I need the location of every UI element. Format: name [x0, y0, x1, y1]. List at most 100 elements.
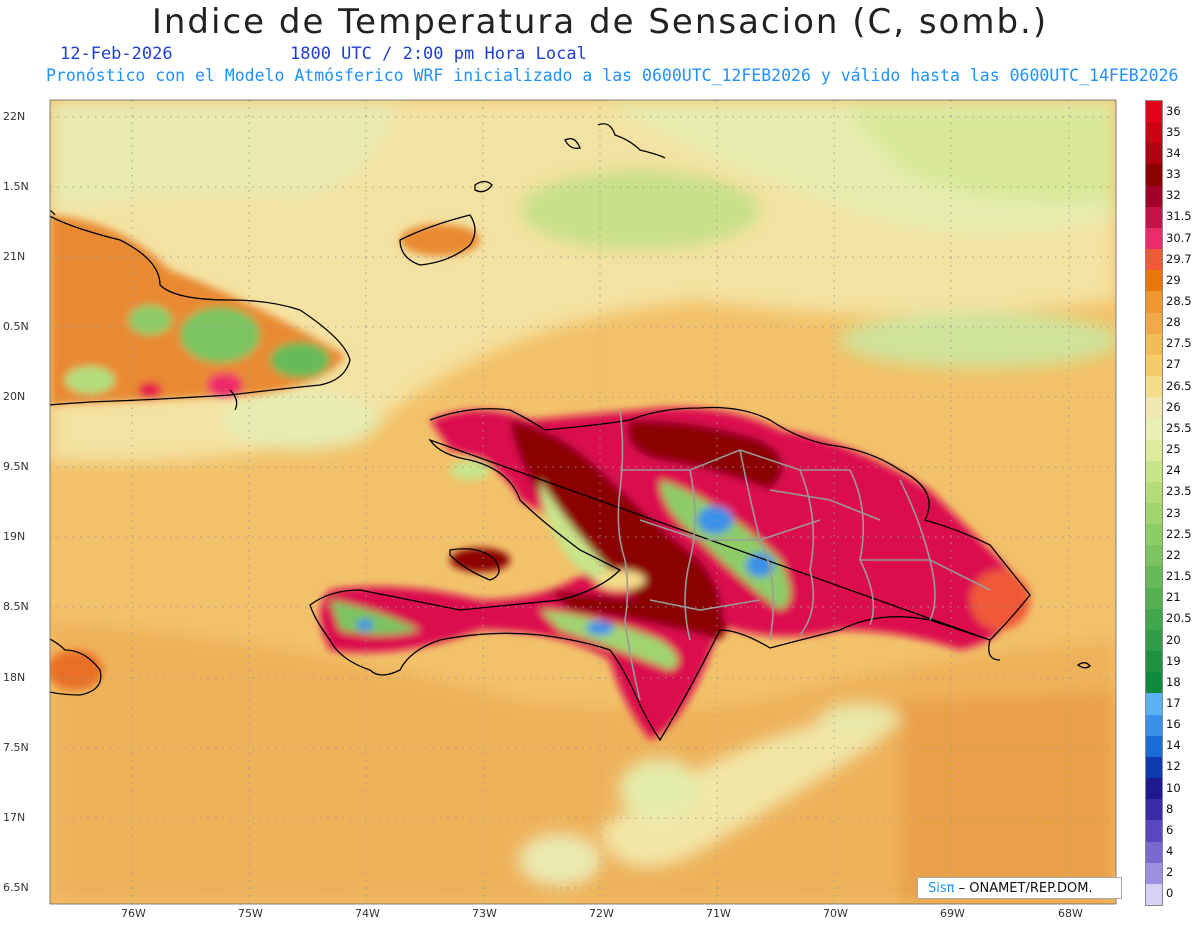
colorbar-swatch: [1146, 756, 1162, 779]
lat-label: 9.5N: [3, 460, 29, 473]
colorbar-label: 36: [1166, 103, 1181, 118]
colorbar-swatch: [1146, 799, 1162, 821]
colorbar-label: 0: [1166, 886, 1174, 901]
colorbar-swatch: [1146, 418, 1162, 441]
colorbar-swatch: [1146, 481, 1162, 504]
lon-label: 71W: [706, 907, 731, 920]
colorbar-label: 26: [1166, 399, 1181, 414]
colorbar-swatch: [1146, 629, 1162, 652]
colorbar-swatch: [1146, 735, 1162, 758]
credit-brand: Sisπ: [928, 881, 955, 896]
colorbar-swatch: [1146, 185, 1162, 208]
colorbar-label: 2: [1166, 865, 1174, 880]
colorbar-swatch: [1146, 376, 1162, 398]
colorbar-swatch: [1146, 778, 1162, 800]
colorbar-label: 4: [1166, 844, 1174, 859]
lon-label: 75W: [238, 907, 263, 920]
lat-label: 20N: [3, 390, 26, 403]
colorbar-label: 22.5: [1166, 526, 1192, 541]
lon-label: 70W: [823, 907, 848, 920]
colorbar-label: 6: [1166, 822, 1174, 837]
colorbar-swatch: [1146, 714, 1162, 737]
colorbar-swatch: [1146, 333, 1162, 356]
lat-label: 0.5N: [3, 320, 29, 333]
colorbar-label: 33: [1166, 167, 1181, 182]
colorbar-label: 25.5: [1166, 420, 1192, 435]
colorbar-swatch: [1146, 439, 1162, 462]
colorbar-swatch: [1146, 651, 1162, 673]
lat-label: 19N: [3, 530, 26, 543]
colorbar-label: 28.5: [1166, 294, 1192, 308]
colorbar-label: 18: [1166, 674, 1181, 689]
colorbar-swatch: [1146, 249, 1162, 271]
colorbar-label: 22: [1166, 547, 1181, 562]
colorbar-swatch: [1146, 270, 1162, 292]
colorbar-label: 19: [1166, 653, 1181, 668]
colorbar-label: 30.7: [1166, 230, 1192, 245]
lat-label: 6.5N: [3, 881, 29, 894]
colorbar-swatch: [1146, 397, 1162, 419]
colorbar-swatch: [1146, 206, 1162, 229]
colorbar-swatch: [1146, 883, 1162, 906]
colorbar-label: 25: [1166, 442, 1181, 457]
colorbar-swatch: [1146, 227, 1162, 250]
colorbar-swatch: [1146, 524, 1162, 546]
lon-label: 68W: [1058, 907, 1083, 920]
colorbar-swatch: [1146, 841, 1162, 864]
time-label: 1800 UTC / 2:00 pm Hora Local: [290, 44, 587, 64]
colorbar-swatch: [1146, 460, 1162, 483]
colorbar-label: 26.5: [1166, 378, 1192, 393]
colorbar-swatch: [1146, 312, 1162, 335]
lat-label: 17N: [3, 811, 26, 824]
colorbar-label: 31.5: [1166, 209, 1192, 224]
colorbar-label: 17: [1166, 696, 1181, 710]
colorbar-label: 27: [1166, 357, 1181, 372]
model-description: Pronóstico con el Modelo Atmósferico WRF…: [46, 66, 1179, 85]
colorbar-swatch: [1146, 122, 1162, 144]
colorbar-swatch: [1146, 587, 1162, 610]
colorbar-label: 16: [1166, 717, 1181, 732]
colorbar-label: 23: [1166, 505, 1181, 520]
colorbar-swatch: [1146, 545, 1162, 567]
lat-label: 21N: [3, 250, 26, 263]
colorbar-swatch: [1146, 608, 1162, 631]
lon-label: 76W: [121, 907, 146, 920]
credit-badge: Sisπ – ONAMET/REP.DOM.: [917, 877, 1122, 899]
colorbar-label: 21.5: [1166, 569, 1192, 584]
colorbar-label: 28: [1166, 315, 1181, 330]
lon-label: 73W: [472, 907, 497, 920]
colorbar-label: 34: [1166, 145, 1181, 160]
colorbar-label: 27.5: [1166, 336, 1192, 351]
lat-label: 7.5N: [3, 741, 29, 754]
colorbar-label: 20.5: [1166, 611, 1192, 626]
lon-label: 72W: [589, 907, 614, 920]
colorbar-swatch: [1146, 354, 1162, 377]
colorbar: [1145, 100, 1163, 906]
colorbar-label: 8: [1166, 801, 1174, 816]
colorbar-label: 29: [1166, 272, 1181, 287]
map-title: Indice de Temperatura de Sensacion (C, s…: [151, 2, 1049, 42]
colorbar-swatch: [1146, 143, 1162, 165]
lat-label: 22N: [3, 110, 26, 123]
colorbar-label: 24: [1166, 463, 1181, 478]
colorbar-label: 21: [1166, 590, 1181, 605]
colorbar-label: 32: [1166, 188, 1181, 203]
lat-label: 18N: [3, 671, 26, 684]
colorbar-swatch: [1146, 672, 1162, 694]
lat-label: 1.5N: [3, 180, 29, 193]
colorbar-swatch: [1146, 291, 1162, 314]
colorbar-label: 20: [1166, 632, 1181, 647]
colorbar-swatch: [1146, 820, 1162, 843]
colorbar-label: 12: [1166, 759, 1181, 774]
lon-label: 69W: [940, 907, 965, 920]
colorbar-label: 14: [1166, 738, 1181, 753]
colorbar-swatch: [1146, 862, 1162, 885]
credit-text: – ONAMET/REP.DOM.: [954, 881, 1093, 896]
colorbar-label: 10: [1166, 780, 1181, 795]
colorbar-swatch: [1146, 693, 1162, 716]
lat-label: 8.5N: [3, 600, 29, 613]
colorbar-label: 23.5: [1166, 484, 1192, 499]
colorbar-swatch: [1146, 101, 1162, 123]
date-label: 12-Feb-2026: [60, 44, 173, 64]
